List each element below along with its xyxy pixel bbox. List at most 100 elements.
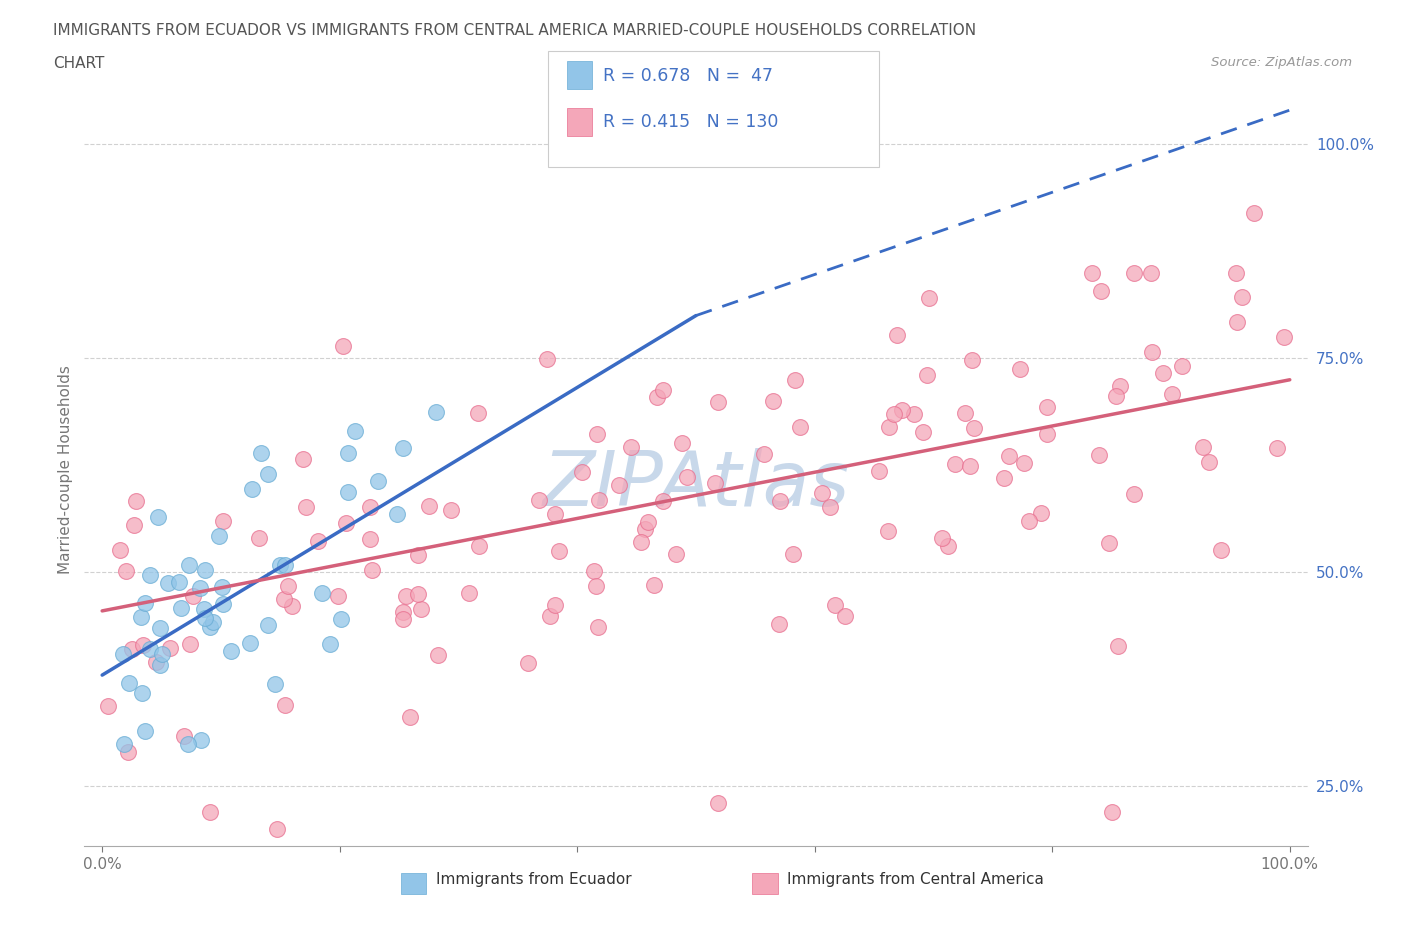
Point	[458, 586, 481, 601]
Point	[257, 618, 280, 632]
Point	[915, 367, 938, 382]
Point	[1101, 804, 1123, 819]
Point	[1029, 505, 1052, 520]
Point	[115, 564, 138, 578]
Point	[1230, 290, 1253, 305]
Point	[1088, 448, 1111, 463]
Point	[122, 517, 145, 532]
Point	[1209, 543, 1232, 558]
Point	[943, 457, 966, 472]
Point	[1035, 426, 1057, 441]
Point	[1018, 513, 1040, 528]
Point	[198, 804, 221, 819]
Text: IMMIGRANTS FROM ECUADOR VS IMMIGRANTS FROM CENTRAL AMERICA MARRIED-COUPLE HOUSEH: IMMIGRANTS FROM ECUADOR VS IMMIGRANTS FR…	[53, 23, 977, 38]
Point	[193, 563, 215, 578]
Point	[962, 353, 984, 368]
Point	[1226, 315, 1249, 330]
Point	[219, 644, 242, 658]
Point	[1109, 379, 1132, 393]
Point	[527, 492, 550, 507]
Point	[190, 732, 212, 747]
Point	[1140, 345, 1163, 360]
Point	[810, 485, 832, 500]
Point	[295, 499, 318, 514]
Point	[359, 500, 381, 515]
Point	[607, 478, 630, 493]
Point	[129, 610, 152, 625]
Point	[785, 373, 807, 388]
Point	[903, 406, 925, 421]
Point	[391, 612, 413, 627]
Point	[97, 698, 120, 713]
Point	[1160, 387, 1182, 402]
Point	[427, 647, 450, 662]
Point	[768, 494, 790, 509]
Point	[173, 728, 195, 743]
Point	[121, 642, 143, 657]
Point	[108, 542, 131, 557]
Point	[406, 587, 429, 602]
Point	[292, 452, 315, 467]
Point	[134, 595, 156, 610]
Point	[269, 558, 291, 573]
Point	[917, 290, 939, 305]
Point	[585, 578, 607, 593]
Point	[818, 499, 841, 514]
Point	[336, 485, 359, 499]
Point	[1012, 456, 1035, 471]
Point	[395, 589, 418, 604]
Point	[329, 612, 352, 627]
Point	[273, 558, 295, 573]
Point	[138, 642, 160, 657]
Point	[1153, 365, 1175, 380]
Point	[112, 737, 135, 751]
Point	[890, 403, 912, 418]
Point	[257, 467, 280, 482]
Point	[202, 615, 225, 630]
Text: R = 0.415   N = 130: R = 0.415 N = 130	[603, 113, 779, 131]
Point	[273, 591, 295, 606]
Point	[706, 796, 728, 811]
Point	[193, 602, 215, 617]
Point	[149, 658, 172, 672]
Point	[188, 580, 211, 595]
Point	[337, 445, 360, 460]
Point	[675, 470, 697, 485]
Point	[361, 562, 384, 577]
Point	[588, 492, 610, 507]
Point	[468, 538, 491, 553]
Point	[782, 547, 804, 562]
Point	[582, 564, 605, 578]
Point	[132, 638, 155, 653]
Text: Immigrants from Central America: Immigrants from Central America	[787, 872, 1045, 887]
Point	[179, 558, 201, 573]
Point	[198, 619, 221, 634]
Point	[176, 737, 198, 751]
Point	[637, 514, 659, 529]
Point	[997, 449, 1019, 464]
Point	[1225, 265, 1247, 280]
Point	[159, 641, 181, 656]
Point	[247, 531, 270, 546]
Point	[1272, 330, 1295, 345]
Point	[645, 389, 668, 404]
Point	[1105, 389, 1128, 404]
Point	[963, 421, 986, 436]
Point	[118, 675, 141, 690]
Point	[392, 441, 415, 456]
Point	[134, 724, 156, 738]
Point	[536, 352, 558, 366]
Point	[938, 538, 960, 553]
Point	[156, 576, 179, 591]
Point	[467, 405, 489, 420]
Point	[328, 589, 350, 604]
Point	[281, 599, 304, 614]
Point	[1090, 284, 1112, 299]
Point	[1008, 362, 1031, 377]
Point	[651, 494, 673, 509]
Point	[307, 534, 329, 549]
Point	[643, 578, 665, 592]
Point	[319, 636, 342, 651]
Point	[367, 473, 389, 488]
Text: ZIPAtlas: ZIPAtlas	[543, 447, 849, 522]
